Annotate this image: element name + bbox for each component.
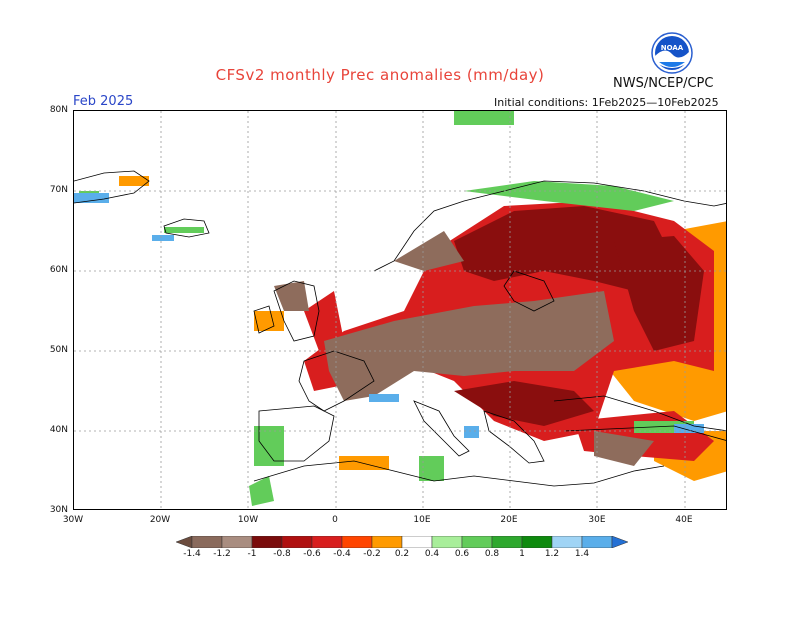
initial-conditions-label: Initial conditions: 1Feb2025—10Feb2025 — [494, 96, 719, 109]
lon-label-10w: 10W — [237, 515, 259, 525]
colorbar-cell — [251, 536, 283, 548]
map-canvas — [74, 111, 726, 509]
noaa-logo-text: NOAA — [661, 44, 684, 52]
colorbar — [176, 536, 628, 548]
colorbar-label: -1 — [247, 549, 257, 559]
colorbar-cell — [311, 536, 343, 548]
colorbar-label: -0.6 — [303, 549, 321, 559]
colorbar-label: -1.4 — [183, 549, 201, 559]
anomaly-field-dry-darkred — [454, 206, 704, 426]
lat-label-80n: 80N — [49, 105, 68, 115]
lat-label-50n: 50N — [49, 345, 68, 355]
lon-label-20e: 20E — [500, 515, 518, 525]
colorbar-cell — [371, 536, 403, 548]
colorbar-label: 0.6 — [454, 549, 470, 559]
month-label: Feb 2025 — [73, 94, 134, 109]
colorbar-cell — [431, 536, 463, 548]
anomaly-field-dry-brown — [274, 231, 654, 466]
colorbar-label: 1.4 — [574, 549, 590, 559]
org-label: NWS/NCEP/CPC — [613, 76, 714, 91]
lon-label-30e: 30E — [588, 515, 606, 525]
colorbar-label: 0.4 — [424, 549, 440, 559]
colorbar-arrow-low — [176, 536, 193, 548]
colorbar-label: -1.2 — [213, 549, 231, 559]
lon-label-10e: 10E — [413, 515, 431, 525]
lat-label-30n: 30N — [49, 505, 68, 515]
colorbar-cell — [491, 536, 523, 548]
lon-label-20w: 20W — [149, 515, 171, 525]
colorbar-label: 1 — [519, 549, 525, 559]
colorbar-cell — [221, 536, 253, 548]
noaa-logo-icon: NOAA — [651, 32, 693, 74]
colorbar-cell — [581, 536, 613, 548]
colorbar-cell — [521, 536, 553, 548]
colorbar-cell — [191, 536, 223, 548]
colorbar-cell — [551, 536, 583, 548]
lon-label-0: 0 — [332, 515, 338, 525]
colorbar-label: 1.2 — [544, 549, 560, 559]
gridlines — [74, 111, 726, 509]
lat-label-60n: 60N — [49, 265, 68, 275]
coastlines — [74, 170, 726, 487]
colorbar-label: -0.8 — [273, 549, 291, 559]
precip-anomaly-map — [73, 110, 727, 510]
colorbar-cell — [461, 536, 493, 548]
colorbar-label: 0.8 — [484, 549, 500, 559]
colorbar-label: -0.2 — [363, 549, 381, 559]
colorbar-cells — [176, 536, 628, 548]
lat-label-70n: 70N — [49, 185, 68, 195]
lon-label-40e: 40E — [675, 515, 693, 525]
colorbar-cell — [341, 536, 373, 548]
colorbar-cell — [281, 536, 313, 548]
colorbar-cell — [401, 536, 433, 548]
lat-label-40n: 40N — [49, 425, 68, 435]
colorbar-label: -0.4 — [333, 549, 351, 559]
anomaly-field-wet-blue — [74, 193, 704, 438]
colorbar-arrow-high — [611, 536, 628, 548]
lon-label-30w: 30W — [62, 515, 84, 525]
chart-title: CFSv2 monthly Prec anomalies (mm/day) — [215, 66, 545, 84]
colorbar-label: 0.2 — [394, 549, 410, 559]
